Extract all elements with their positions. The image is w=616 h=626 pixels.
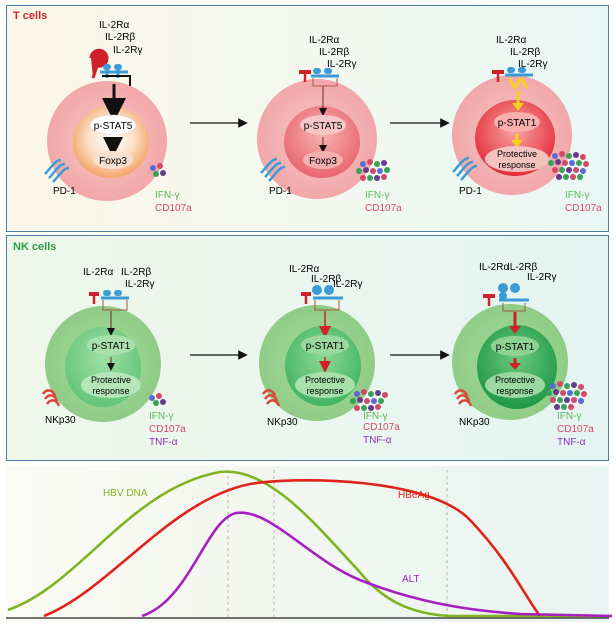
cytokine-ifn: IFN-γ (365, 190, 389, 201)
nkp30-icon (261, 389, 281, 407)
target-label-line2: response (306, 386, 343, 396)
cytokine-cd107a: CD107a (365, 203, 402, 214)
target-label-line1: Protective (497, 149, 537, 159)
target-label-line1: Protective (305, 375, 345, 385)
nk-cells-title: NK cells (13, 241, 57, 253)
nkp30-icon (41, 389, 61, 407)
receptor-il2r-icon (301, 285, 343, 311)
receptor-il2r-icon (299, 68, 339, 87)
receptor-gamma-label: IL-2Rγ (125, 279, 154, 290)
t-cells-panel: T cells (6, 5, 609, 232)
receptor-il2r-icon (89, 48, 131, 86)
receptor-gamma-label: IL-2Rγ (333, 279, 362, 290)
receptor-beta-label: IL-2Rβ (507, 262, 537, 273)
t-cells-title: T cells (13, 10, 48, 22)
receptor-gamma-label: IL-2Rγ (518, 59, 547, 70)
signal-label: p-STAT1 (92, 341, 131, 352)
cytokine-ifn: IFN-γ (363, 411, 387, 422)
cytokine-tnf: TNF-α (363, 435, 392, 446)
receptor-gamma-label: IL-2Rγ (527, 272, 556, 283)
cytokine-tnf: TNF-α (149, 437, 178, 448)
nk-cells-diagram: p-STAT1 Protective response IL-2Rα IL-2R… (41, 262, 594, 448)
pd1-icon (452, 156, 478, 181)
target-label-line1: Protective (91, 375, 131, 385)
target-label-line1: Protective (495, 375, 535, 385)
cytokine-ifn: IFN-γ (149, 411, 173, 422)
cytokine-cd107a: CD107a (155, 203, 192, 214)
pd1-icon (44, 158, 70, 183)
cytokine-cluster-icon (548, 151, 589, 180)
pd1-icon (260, 157, 286, 182)
receptor-alpha-label: IL-2Rα (289, 264, 319, 275)
receptor-beta-label: IL-2Rβ (510, 47, 540, 58)
cytokine-cluster-icon (350, 389, 388, 411)
signal-label: p-STAT1 (496, 342, 535, 353)
receptor-beta-label: IL-2Rβ (311, 274, 341, 285)
hbeag-curve (43, 479, 542, 618)
receptor-alpha-label: IL-2Rα (479, 262, 509, 273)
receptor-gamma-label: IL-2Rγ (327, 59, 356, 70)
receptor-il2r-icon (483, 283, 529, 312)
cytokine-cd107a: CD107a (149, 424, 186, 435)
cytokine-ifn: IFN-γ (155, 190, 179, 201)
alt-label: ALT (402, 574, 420, 585)
target-label-line2: response (498, 160, 535, 170)
t-cell-stage-1: p-STAT5 Foxp3 IL-2Rα IL-2Rβ IL-2Rγ PD-1 … (44, 20, 192, 214)
marker-label: PD-1 (269, 186, 292, 197)
cytokine-cd107a: CD107a (565, 203, 602, 214)
marker-label: NKp30 (459, 417, 490, 428)
receptor-il2r-icon (492, 67, 533, 91)
signal-label: p-STAT5 (304, 121, 343, 132)
signal-label: p-STAT1 (306, 341, 345, 352)
marker-label: PD-1 (459, 186, 482, 197)
marker-label: NKp30 (45, 415, 76, 426)
signal-label: p-STAT1 (498, 118, 537, 129)
alt-curve (141, 511, 613, 618)
receptor-alpha-label: IL-2Rα (309, 35, 339, 46)
target-label: Foxp3 (309, 156, 337, 167)
target-label: Foxp3 (99, 156, 127, 167)
cytokine-ifn: IFN-γ (557, 411, 581, 422)
receptor-alpha-label: IL-2Rα (496, 35, 526, 46)
target-label-line2: response (496, 386, 533, 396)
receptor-beta-label: IL-2Rβ (319, 47, 349, 58)
nkp30-icon (453, 389, 473, 407)
receptor-beta-label: IL-2Rβ (121, 267, 151, 278)
receptor-il2r-icon (89, 290, 129, 311)
cytokine-cd107a: CD107a (557, 424, 594, 435)
nk-cell-stage-2: p-STAT1 Protective response IL-2Rα IL-2R… (259, 264, 400, 446)
t-cells-diagram: p-STAT5 Foxp3 IL-2Rα IL-2Rβ IL-2Rγ PD-1 … (44, 20, 602, 214)
cytokine-cluster-icon (150, 163, 166, 177)
curves-background (6, 466, 609, 622)
hbeag-label: HBeAg (398, 490, 430, 501)
marker-label: NKp30 (267, 417, 298, 428)
cytokine-ifn: IFN-γ (565, 190, 589, 201)
receptor-alpha-label: IL-2Rα (83, 267, 113, 278)
cytokine-cluster-icon (149, 393, 166, 406)
signal-label: p-STAT5 (94, 121, 133, 132)
cytokine-tnf: TNF-α (557, 437, 586, 448)
cytokine-cd107a: CD107a (363, 422, 400, 433)
receptor-gamma-label: IL-2Rγ (113, 45, 142, 56)
nk-cell-stage-1: p-STAT1 Protective response IL-2Rα IL-2R… (41, 267, 186, 448)
marker-label: PD-1 (53, 186, 76, 197)
t-cell-stage-2: p-STAT5 Foxp3 IL-2Rα IL-2Rβ IL-2Rγ PD-1 … (257, 35, 402, 214)
hbv-dna-curve (7, 470, 612, 618)
receptor-alpha-label: IL-2Rα (99, 20, 129, 31)
receptor-beta-label: IL-2Rβ (105, 32, 135, 43)
hbv-dna-label: HBV DNA (103, 488, 148, 499)
target-label-line2: response (92, 386, 129, 396)
cytokine-cluster-icon (356, 159, 390, 181)
t-cell-stage-3: p-STAT1 Protective response IL-2Rα IL-2R… (452, 35, 602, 214)
nk-cells-panel: NK cells (6, 235, 609, 461)
cytokine-cluster-icon (546, 381, 587, 410)
nk-cell-stage-3: p-STAT1 Protective response IL-2Rα IL-2R… (452, 262, 594, 448)
